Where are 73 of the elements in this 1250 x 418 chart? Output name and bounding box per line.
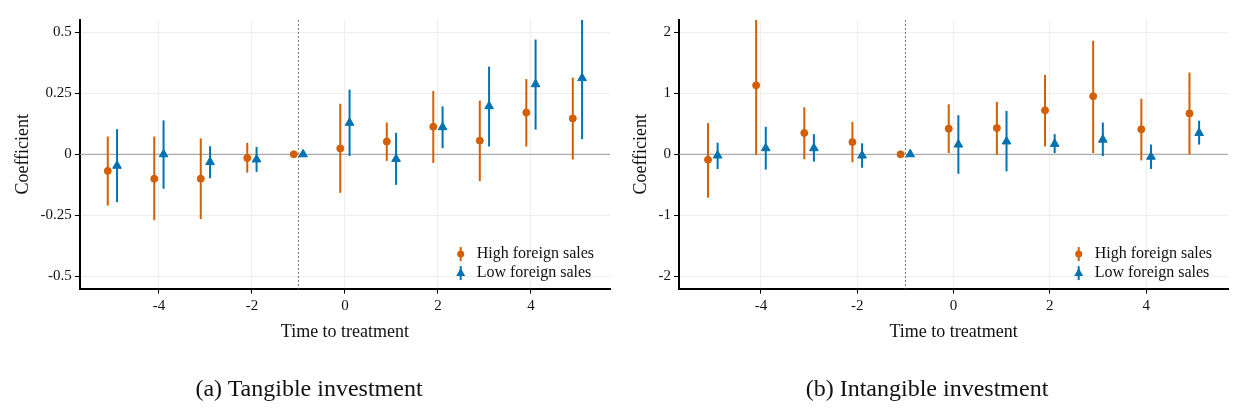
y-tick-label: -2 bbox=[658, 267, 672, 284]
y-tick-label: 0.25 bbox=[45, 84, 72, 101]
point bbox=[577, 72, 587, 82]
y-tick-label: 0.5 bbox=[53, 23, 72, 40]
point bbox=[150, 174, 159, 183]
point bbox=[196, 174, 205, 183]
x-axis-title: Time to treatment bbox=[280, 321, 410, 342]
point bbox=[298, 148, 308, 158]
point bbox=[1146, 151, 1156, 160]
point bbox=[944, 124, 953, 133]
x-tick-label: 0 bbox=[949, 296, 958, 313]
text: (b) Intangible investment bbox=[805, 374, 1049, 401]
point bbox=[1194, 127, 1204, 136]
point bbox=[289, 150, 298, 159]
legend-label: High foreign sales bbox=[476, 244, 595, 263]
point bbox=[703, 155, 712, 164]
point bbox=[391, 153, 401, 162]
y-tick-label: 0 bbox=[663, 145, 672, 162]
point bbox=[953, 139, 964, 148]
x-tick-label: -2 bbox=[851, 296, 864, 313]
point bbox=[800, 128, 809, 137]
y-tick-label: 0 bbox=[64, 145, 72, 162]
point bbox=[475, 136, 484, 145]
point bbox=[205, 156, 215, 166]
point bbox=[112, 160, 122, 169]
point bbox=[857, 150, 867, 159]
point bbox=[103, 166, 112, 175]
point bbox=[896, 150, 905, 159]
point bbox=[1041, 106, 1050, 115]
y-tick-label: -0.25 bbox=[40, 206, 72, 223]
point bbox=[1185, 109, 1194, 118]
point bbox=[809, 142, 819, 152]
point bbox=[1089, 92, 1098, 101]
x-tick-label: -4 bbox=[754, 296, 768, 313]
legend-label: High foreign sales bbox=[1094, 244, 1213, 263]
point bbox=[530, 78, 541, 88]
point bbox=[1137, 125, 1146, 134]
y-tick-label: 1 bbox=[663, 84, 672, 101]
point bbox=[158, 148, 169, 158]
point bbox=[992, 124, 1001, 133]
point bbox=[760, 142, 771, 152]
y-tick-label: 2 bbox=[663, 23, 672, 40]
point bbox=[522, 108, 531, 117]
x-tick-label: -2 bbox=[245, 296, 259, 313]
point bbox=[437, 121, 448, 131]
point bbox=[382, 137, 391, 146]
y-axis-title: Coefficient bbox=[11, 113, 32, 195]
point bbox=[243, 153, 252, 162]
point bbox=[848, 138, 857, 147]
y-axis-title: Coefficient bbox=[629, 113, 650, 195]
point bbox=[429, 122, 438, 131]
y-tick-label: -0.5 bbox=[48, 267, 72, 284]
point bbox=[1049, 138, 1060, 147]
x-tick-label: -4 bbox=[152, 296, 166, 313]
point bbox=[344, 117, 355, 126]
point bbox=[568, 114, 577, 123]
text: (a) Tangible investment bbox=[195, 374, 423, 401]
point bbox=[484, 100, 494, 110]
x-tick-label: 2 bbox=[1046, 296, 1054, 313]
x-tick-label: 4 bbox=[527, 296, 536, 313]
x-tick-label: 4 bbox=[1142, 296, 1151, 313]
legend-label: Low foreign sales bbox=[1094, 263, 1210, 282]
x-tick-label: 2 bbox=[434, 296, 442, 313]
y-tick-label: -1 bbox=[658, 206, 672, 223]
point bbox=[336, 144, 345, 153]
point bbox=[905, 148, 916, 158]
point bbox=[1097, 134, 1108, 143]
point bbox=[251, 153, 262, 163]
x-axis-title: Time to treatment bbox=[889, 321, 1018, 342]
legend-label: Low foreign sales bbox=[476, 263, 592, 282]
point bbox=[712, 150, 723, 159]
point bbox=[752, 81, 761, 90]
x-tick-label: 0 bbox=[341, 296, 349, 313]
